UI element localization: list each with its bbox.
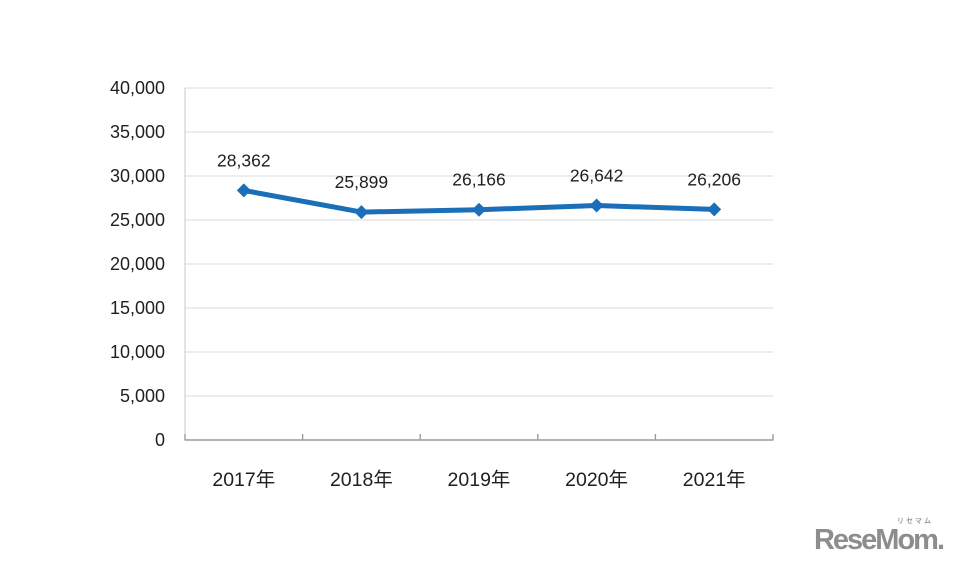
x-axis-category-label: 2020年 [565, 469, 628, 491]
x-axis-category-label: 2017年 [212, 469, 275, 491]
data-point-label: 26,166 [452, 170, 506, 190]
data-point-label: 28,362 [217, 150, 271, 170]
logo-text-label: ReseMom. [813, 524, 945, 556]
y-axis-tick-label: 5,000 [120, 386, 165, 406]
y-axis-tick-label: 0 [155, 430, 165, 450]
y-axis-tick-label: 15,000 [110, 298, 165, 318]
logo-kana-label: リセマム [897, 518, 933, 525]
data-point-marker [236, 183, 251, 198]
data-point-marker [707, 202, 722, 217]
resemom-logo: リセマム ReseMom. [813, 518, 945, 556]
data-point-marker [472, 202, 486, 217]
y-axis-tick-label: 35,000 [110, 122, 165, 142]
data-point-marker [589, 198, 604, 213]
x-axis-category-label: 2018年 [330, 469, 393, 491]
y-axis-tick-label: 30,000 [110, 166, 165, 186]
data-point-label: 26,206 [687, 169, 741, 189]
y-axis-tick-label: 20,000 [110, 254, 165, 274]
y-axis-tick-label: 40,000 [110, 78, 165, 98]
x-axis-category-label: 2019年 [448, 469, 511, 491]
data-point-marker [354, 205, 369, 220]
x-axis-category-label: 2021年 [683, 469, 746, 491]
y-axis-tick-label: 10,000 [110, 342, 165, 362]
y-axis-tick-label: 25,000 [110, 210, 165, 230]
data-point-label: 26,642 [570, 166, 624, 186]
data-point-label: 25,899 [335, 172, 389, 192]
